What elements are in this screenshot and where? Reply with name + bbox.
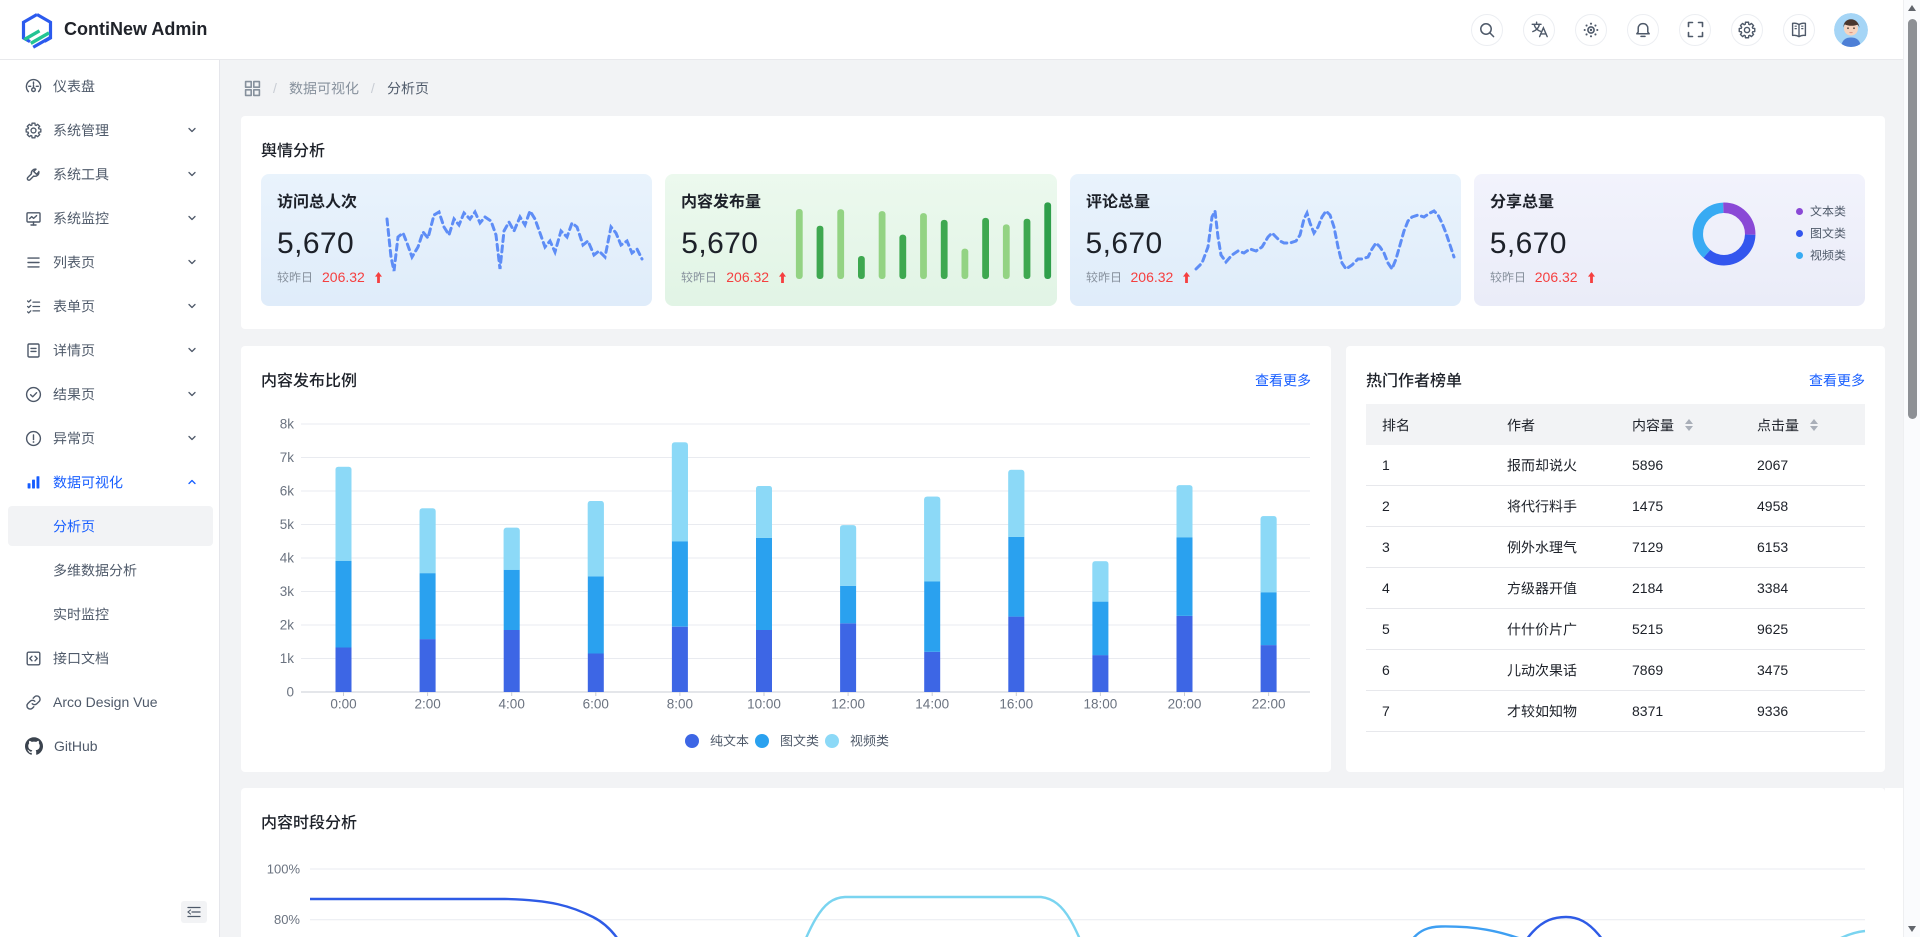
svg-text:16:00: 16:00: [999, 697, 1033, 712]
svg-text:1k: 1k: [280, 651, 295, 666]
svg-text:6k: 6k: [280, 484, 295, 499]
svg-text:14:00: 14:00: [915, 697, 949, 712]
svg-text:18:00: 18:00: [1084, 697, 1118, 712]
svg-text:8k: 8k: [280, 417, 295, 432]
svg-text:2:00: 2:00: [414, 697, 440, 712]
svg-text:0: 0: [286, 685, 294, 700]
svg-text:80%: 80%: [274, 912, 300, 927]
svg-text:22:00: 22:00: [1252, 697, 1286, 712]
svg-text:12:00: 12:00: [831, 697, 865, 712]
svg-text:100%: 100%: [267, 862, 301, 877]
svg-text:7k: 7k: [280, 450, 295, 465]
svg-text:0:00: 0:00: [330, 697, 356, 712]
svg-text:8:00: 8:00: [667, 697, 693, 712]
svg-text:2k: 2k: [280, 618, 295, 633]
svg-text:5k: 5k: [280, 517, 295, 532]
svg-text:20:00: 20:00: [1168, 697, 1202, 712]
svg-text:6:00: 6:00: [583, 697, 609, 712]
svg-text:4:00: 4:00: [499, 697, 525, 712]
svg-text:4k: 4k: [280, 551, 295, 566]
svg-text:10:00: 10:00: [747, 697, 781, 712]
svg-text:3k: 3k: [280, 584, 295, 599]
